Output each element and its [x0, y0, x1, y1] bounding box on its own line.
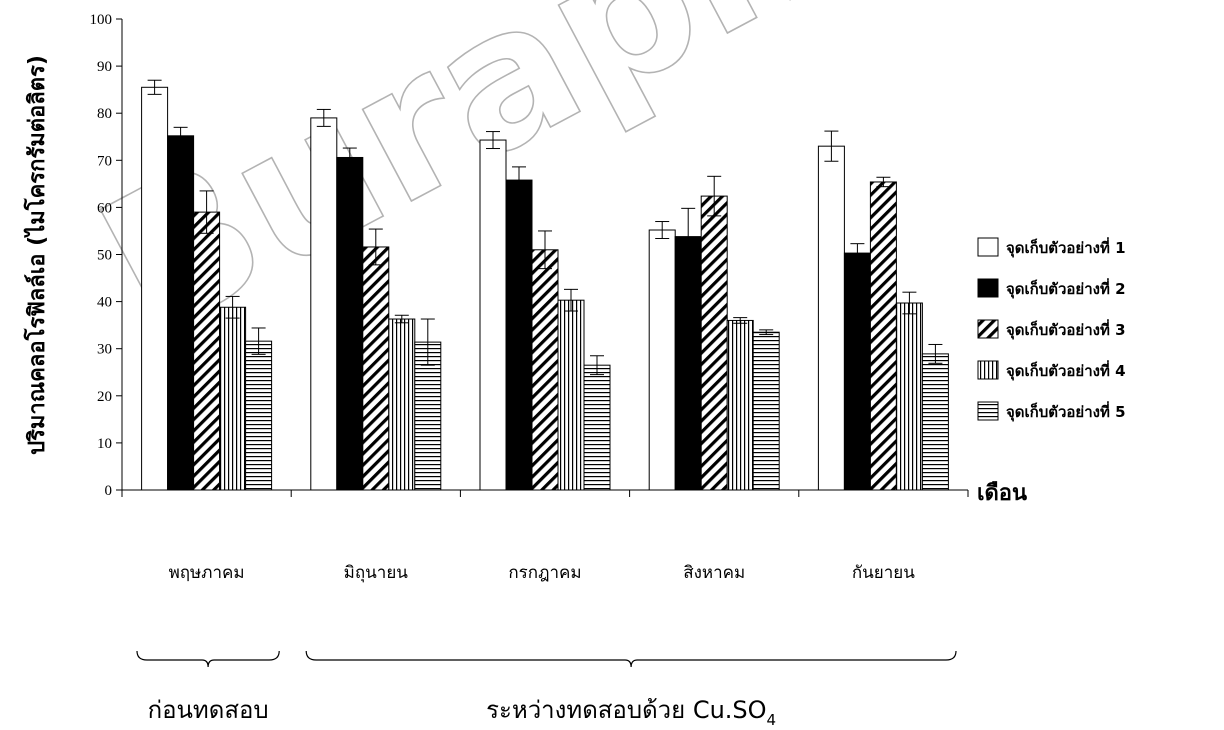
x-category-label: กรกฎาคม — [508, 563, 581, 583]
y-tick-label: 60 — [97, 200, 112, 216]
bar — [648, 229, 676, 491]
group-label-subscript: 4 — [767, 711, 777, 729]
bar — [219, 306, 247, 491]
bar — [557, 299, 585, 491]
legend-swatch — [977, 360, 999, 380]
bar — [726, 319, 754, 491]
bar — [141, 86, 169, 491]
x-category-label: สิงหาคม — [683, 563, 745, 583]
legend: จุดเก็บตัวอย่างที่ 1 จุดเก็บตัวอย่างที่ 2… — [977, 237, 1126, 422]
x-category-label: มิถุนายน — [344, 563, 409, 583]
bar — [674, 236, 702, 491]
bar — [752, 331, 780, 491]
bar — [921, 353, 949, 491]
y-tick-label: 70 — [97, 153, 112, 169]
bar — [700, 195, 728, 491]
legend-swatch — [977, 278, 999, 298]
y-tick-label: 0 — [105, 483, 113, 499]
bar — [167, 135, 195, 491]
bar — [531, 249, 559, 491]
bar — [843, 252, 871, 491]
legend-label: จุดเก็บตัวอย่างที่ 1 — [1006, 237, 1126, 258]
legend-label: จุดเก็บตัวอย่างที่ 3 — [1006, 319, 1126, 340]
group-label: ระหว่างทดสอบด้วย Cu.SO4 — [486, 696, 776, 729]
x-axis-title: เดือน — [977, 481, 1027, 506]
bar — [310, 117, 338, 491]
bar — [817, 145, 845, 491]
legend-swatch — [977, 237, 999, 257]
group-label-text: ระหว่างทดสอบด้วย Cu.SO — [486, 696, 766, 724]
y-axis-title: ปริมาณคลอโรฟิลล์เอ (ไมโครกรัมต่อลิตร) — [23, 55, 50, 455]
y-tick-label: 20 — [97, 389, 112, 405]
group-label-text: ก่อนทดสอบ — [148, 696, 269, 724]
legend-swatch — [977, 401, 999, 421]
bar — [583, 364, 611, 491]
bar — [869, 181, 897, 491]
y-tick-label: 30 — [97, 342, 112, 358]
legend-swatch — [977, 319, 999, 339]
group-brackets: ก่อนทดสอบ ระหว่างทดสอบด้วย Cu.SO4 — [136, 650, 957, 729]
bar — [505, 179, 533, 491]
bar — [388, 318, 416, 491]
x-category-label: กันยายน — [852, 563, 915, 583]
x-category-label: พฤษภาคม — [169, 563, 245, 583]
y-tick-label: 80 — [97, 106, 112, 122]
group-label: ก่อนทดสอบ — [148, 696, 269, 724]
y-tick-label: 100 — [90, 12, 113, 28]
group-bracket — [136, 650, 280, 668]
bar — [895, 302, 923, 491]
bar — [245, 340, 273, 491]
y-tick-label: 40 — [97, 295, 112, 311]
bar — [336, 156, 364, 491]
y-tick-label: 90 — [97, 59, 112, 75]
y-tick-label: 10 — [97, 436, 112, 452]
legend-label: จุดเก็บตัวอย่างที่ 5 — [1006, 401, 1126, 422]
bar — [479, 139, 507, 491]
y-tick-label: 50 — [97, 248, 112, 264]
x-categories: พฤษภาคม มิถุนายน กรกฎาคม สิงหาคม กันยายน — [121, 490, 969, 583]
y-ticks: 0 10 20 30 40 50 60 70 80 90 100 — [90, 12, 122, 499]
bars-layer — [141, 79, 949, 491]
legend-label: จุดเก็บตัวอย่างที่ 2 — [1006, 278, 1126, 299]
legend-label: จุดเก็บตัวอย่างที่ 4 — [1006, 360, 1126, 381]
group-bracket — [305, 650, 957, 668]
bar — [193, 211, 221, 491]
bar — [362, 246, 390, 491]
